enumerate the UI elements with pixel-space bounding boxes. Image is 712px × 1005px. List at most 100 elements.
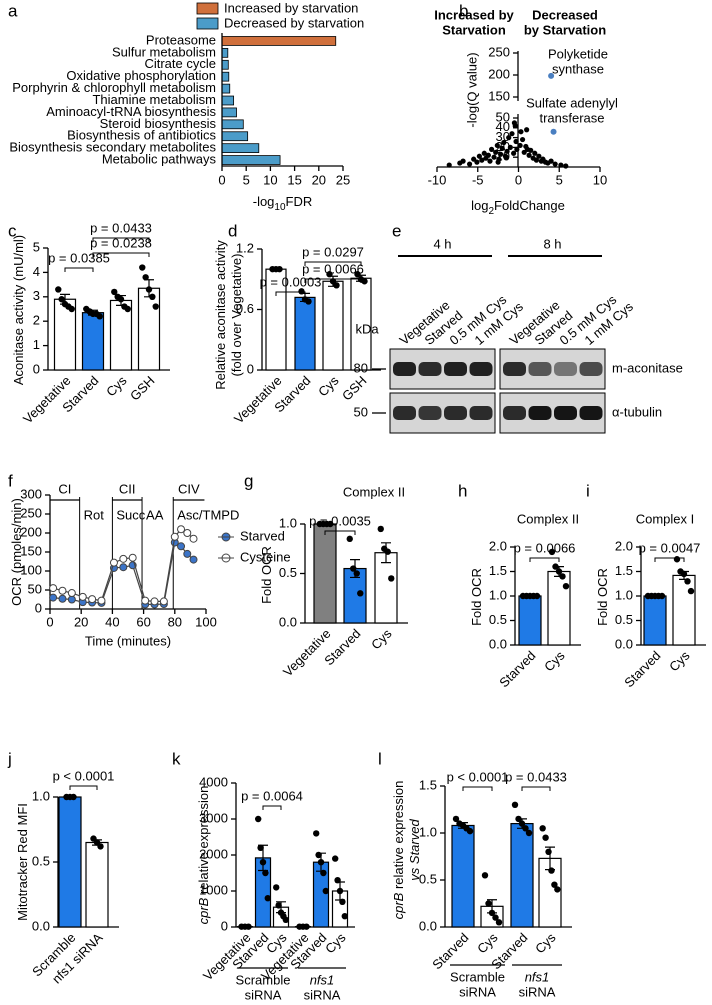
y-axis-label: Fold OCR xyxy=(595,568,610,626)
legend-label: Cysteine xyxy=(240,549,291,564)
category-label: Cys xyxy=(532,930,559,957)
y-tick-label: 0.5 xyxy=(279,565,297,580)
panel-label: l xyxy=(378,749,382,768)
category-label: Starved xyxy=(496,648,538,690)
point xyxy=(466,827,474,835)
band xyxy=(528,406,552,420)
event-label: Asc/TMPD xyxy=(177,507,239,522)
marker xyxy=(141,596,150,605)
bracket xyxy=(324,530,356,535)
category-label: Proteasome xyxy=(146,32,216,47)
x-tick-label: 60 xyxy=(136,614,150,629)
point xyxy=(96,313,103,320)
bar xyxy=(221,59,229,70)
point xyxy=(55,286,62,293)
point xyxy=(460,158,466,164)
panel-label: c xyxy=(8,221,17,240)
category-label: Aminoacyl-tRNA biosynthesis xyxy=(46,104,216,119)
point xyxy=(494,142,500,149)
marker xyxy=(183,529,192,537)
x-tick-label: 5 xyxy=(556,172,563,187)
p-value: p = 0.0035 xyxy=(309,513,371,528)
y-axis-label: Mitotracker Red MFI xyxy=(15,803,30,921)
y-axis-label-part: Fold OCR xyxy=(469,568,484,626)
y-tick-label: 250 xyxy=(488,44,510,59)
y-tick-label: 2000 xyxy=(199,846,228,861)
p-value: p = 0.0297 xyxy=(302,244,364,259)
panel-label: k xyxy=(172,749,181,768)
highlight-point xyxy=(548,72,555,79)
category-label: Oxidative phosphorylation xyxy=(66,68,216,83)
point xyxy=(548,548,556,556)
bar xyxy=(221,48,229,58)
x-tick-label: 20 xyxy=(312,172,326,187)
point xyxy=(673,556,681,563)
bracket xyxy=(304,278,362,283)
p-value: p < 0.0001 xyxy=(447,769,509,784)
y-tick-label: 2 xyxy=(33,313,40,328)
group-title: Increased by xyxy=(434,7,514,22)
band xyxy=(579,406,603,420)
band xyxy=(418,406,442,420)
x-tick-label: 80 xyxy=(168,614,182,629)
point xyxy=(548,867,555,874)
y-tick-label: 1.2 xyxy=(236,240,254,255)
point xyxy=(487,158,493,164)
p-value: p = 0.0385 xyxy=(48,250,110,265)
y-tick-label: 1.0 xyxy=(32,788,50,803)
marker xyxy=(58,586,67,595)
timepoint-label: 4 h xyxy=(433,236,451,251)
protein-label: m-aconitase xyxy=(612,360,683,375)
point xyxy=(142,274,149,281)
y-tick-label: 1.0 xyxy=(489,587,507,602)
y-tick-label: 3 xyxy=(33,288,40,303)
category-label: Steroid biosynthesis xyxy=(100,116,217,131)
point-label: transferase xyxy=(539,110,604,125)
y-tick-label: 200 xyxy=(488,66,510,81)
category-label: Biosynthesis secondary metabolites xyxy=(9,140,216,155)
point xyxy=(563,163,569,169)
point xyxy=(481,150,487,156)
bar xyxy=(221,107,237,118)
y-tick-label: 0.0 xyxy=(489,636,507,651)
bracket xyxy=(92,237,150,242)
unit-label: kDa xyxy=(355,321,379,336)
p-value: p = 0.0433 xyxy=(505,769,567,784)
point xyxy=(70,793,77,801)
panel-label: j xyxy=(7,749,12,768)
complex-label: CI xyxy=(58,481,71,496)
bar xyxy=(221,71,230,82)
y-axis-label: Aconitase activity (mU/ml) xyxy=(11,235,26,385)
y-axis-label-part: cprB xyxy=(196,897,211,924)
point xyxy=(511,801,519,808)
p-value: p = 0.0064 xyxy=(241,788,303,803)
point xyxy=(152,303,159,310)
point xyxy=(513,138,519,145)
bracket xyxy=(64,267,94,272)
bracket xyxy=(462,786,493,791)
marker xyxy=(88,595,97,604)
y-tick-label: 300 xyxy=(20,486,42,501)
category-label: Starved xyxy=(621,648,663,690)
legend-label: Decreased by starvation xyxy=(224,15,364,30)
marker xyxy=(177,525,186,534)
category-label: GSH xyxy=(339,373,370,404)
point xyxy=(511,120,518,126)
point xyxy=(388,575,395,582)
group-label: siRNA xyxy=(459,984,496,999)
band xyxy=(393,362,416,376)
band xyxy=(444,406,467,420)
chart-title: Complex II xyxy=(343,484,405,499)
point xyxy=(501,139,507,146)
group-label: siRNA xyxy=(519,984,556,999)
bar xyxy=(221,83,231,94)
point xyxy=(559,573,566,580)
point xyxy=(495,919,503,926)
marker xyxy=(189,555,198,564)
marker xyxy=(128,553,137,562)
band xyxy=(444,362,467,376)
y-axis-label: OCR (pmoles/min) xyxy=(9,498,24,606)
point xyxy=(526,152,532,158)
point xyxy=(384,548,391,555)
